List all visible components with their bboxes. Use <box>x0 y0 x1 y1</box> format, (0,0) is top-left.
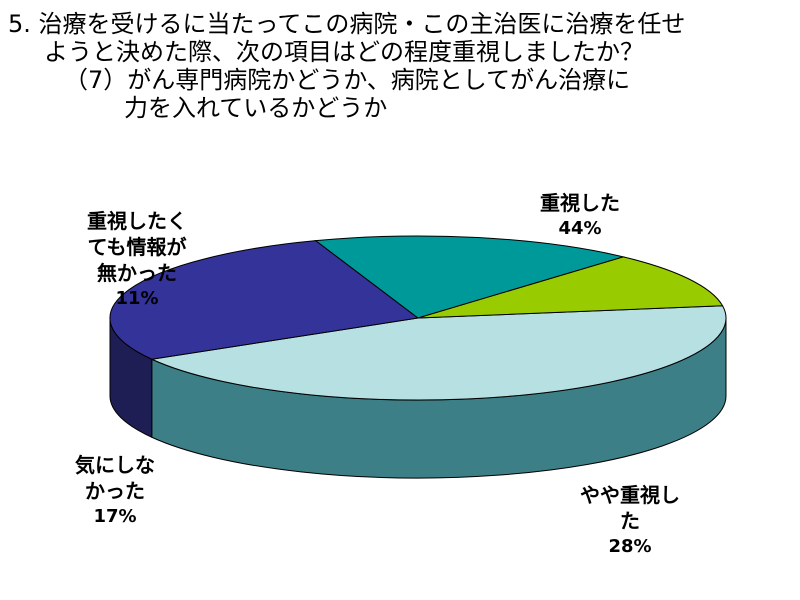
slice-label-0: 重視した 44% <box>515 190 645 242</box>
title-line-1: 5. 治療を受けるに当たってこの病院・この主治医に治療を任せ <box>8 10 686 38</box>
slice-label-3-line-1: ても情報が <box>87 235 187 259</box>
slice-label-1: やや重視し た 28% <box>560 482 700 560</box>
slice-top-0 <box>150 305 727 401</box>
slice-top-3 <box>417 256 724 319</box>
slice-value-label-2: 17% <box>93 506 137 527</box>
slice-top-1 <box>109 240 420 360</box>
title-line-2: ようと決めた際、次の項目はどの程度重視しましたか？ <box>44 38 644 66</box>
slice-value-label-3: 11% <box>115 288 159 309</box>
slice-label-1-line-1: た <box>620 509 640 533</box>
slice-label-3: 重視したく ても情報が 無かった 11% <box>62 208 212 312</box>
slice-label-0-line-0: 重視した <box>540 191 620 215</box>
slice-value-label-0: 44% <box>558 218 602 239</box>
title-line-3: （7）がん専門病院かどうか、病院としてがん治療に <box>64 66 631 94</box>
slice-label-2-line-0: 気にしな <box>75 453 155 477</box>
slice-label-3-line-0: 重視したく <box>87 209 187 233</box>
slice-label-2: 気にしな かった 17% <box>50 452 180 530</box>
slice-label-2-line-1: かった <box>85 479 145 503</box>
slice-value-label-1: 28% <box>608 536 652 557</box>
title-line-4: 力を入れているかどうか <box>124 94 388 122</box>
slice-label-3-line-2: 無かった <box>97 261 177 285</box>
slice-label-1-line-0: やや重視し <box>580 483 680 507</box>
chart-title: 5. 治療を受けるに当たってこの病院・この主治医に治療を任せ ようと決めた際、次… <box>8 10 798 122</box>
slice-top-2 <box>314 235 626 319</box>
